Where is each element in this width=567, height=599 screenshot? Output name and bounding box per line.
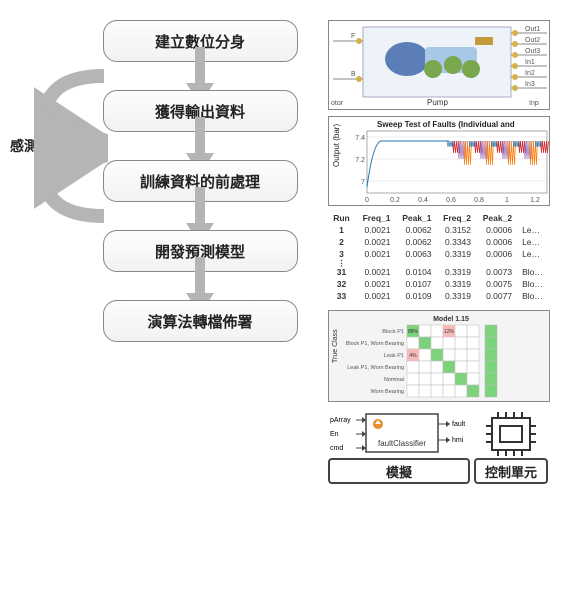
svg-text:In1: In1 [525, 59, 535, 66]
svg-text:0: 0 [365, 197, 369, 204]
svg-text:Leak P1, Worn Bearing: Leak P1, Worn Bearing [347, 365, 404, 371]
svg-text:Inp: Inp [529, 100, 539, 107]
svg-text:0.2: 0.2 [390, 197, 400, 204]
svg-text:pArray: pArray [330, 417, 351, 424]
svg-text:7.2: 7.2 [355, 157, 365, 164]
control-unit-box: 控制單元 [474, 458, 548, 484]
svg-text:Worn Bearing: Worn Bearing [370, 389, 404, 395]
svg-text:fault: fault [452, 421, 465, 428]
digital-twin-thumbnail: F B otor Inp Pump Out1 Out2 Out3 In1 In2 In3 [328, 20, 550, 110]
svg-text:Out1: Out1 [525, 26, 540, 33]
svg-text:faultClassifier: faultClassifier [378, 439, 426, 448]
svg-text:88%: 88% [408, 329, 419, 335]
arrow-4 [186, 272, 214, 300]
svg-text:In2: In2 [525, 70, 535, 77]
svg-text:True Class: True Class [332, 329, 339, 363]
svg-text:4%: 4% [409, 353, 417, 359]
arrow-3 [186, 202, 214, 230]
svg-text:Output (bar): Output (bar) [332, 124, 341, 167]
svg-text:Block P1: Block P1 [382, 329, 404, 335]
svg-text:0.6: 0.6 [446, 197, 456, 204]
confusion-matrix-thumbnail: Model 1.15 True Class Block P1 Block P1, … [328, 310, 550, 402]
feedback-loop-arrows [34, 64, 108, 232]
step-5-box: 演算法轉檔佈署 [103, 300, 298, 342]
svg-text:En: En [330, 431, 339, 438]
svg-text:Block P1, Worn Bearing: Block P1, Worn Bearing [346, 341, 404, 347]
arrow-2 [186, 132, 214, 160]
svg-text:Out3: Out3 [525, 48, 540, 55]
svg-text:cmd: cmd [330, 445, 343, 452]
svg-text:0.4: 0.4 [418, 197, 428, 204]
svg-text:Model 1.15: Model 1.15 [433, 316, 469, 323]
svg-text:12%: 12% [444, 329, 455, 335]
svg-text:7.4: 7.4 [355, 135, 365, 142]
chart-title: Sweep Test of Faults (Individual and [377, 120, 515, 129]
svg-text:B: B [351, 71, 356, 78]
svg-text:hmi: hmi [452, 437, 464, 444]
sweep-chart-thumbnail: Sweep Test of Faults (Individual and Out… [328, 116, 550, 206]
training-data-table: RunFreq_1Peak_1Freq_2Peak_210.00210.0062… [328, 212, 550, 304]
arrow-1 [186, 62, 214, 90]
svg-text:In3: In3 [525, 81, 535, 88]
svg-text:1: 1 [505, 197, 509, 204]
chip-icon [474, 408, 548, 458]
svg-text:F: F [351, 33, 355, 40]
svg-text:0.8: 0.8 [474, 197, 484, 204]
step-5-label: 演算法轉檔佈署 [147, 311, 252, 332]
deployment-thumbnail: faultClassifier pArray En cmd fault hmi 模擬 [328, 408, 550, 488]
svg-text:7: 7 [361, 179, 365, 186]
motor-label: otor [331, 100, 344, 107]
simulation-box: 模擬 [328, 458, 470, 484]
pump-label: Pump [427, 98, 448, 107]
svg-text:Leak P1: Leak P1 [384, 353, 404, 359]
svg-text:Nominal: Nominal [384, 377, 404, 383]
svg-text:Out2: Out2 [525, 37, 540, 44]
svg-text:1.2: 1.2 [530, 197, 540, 204]
